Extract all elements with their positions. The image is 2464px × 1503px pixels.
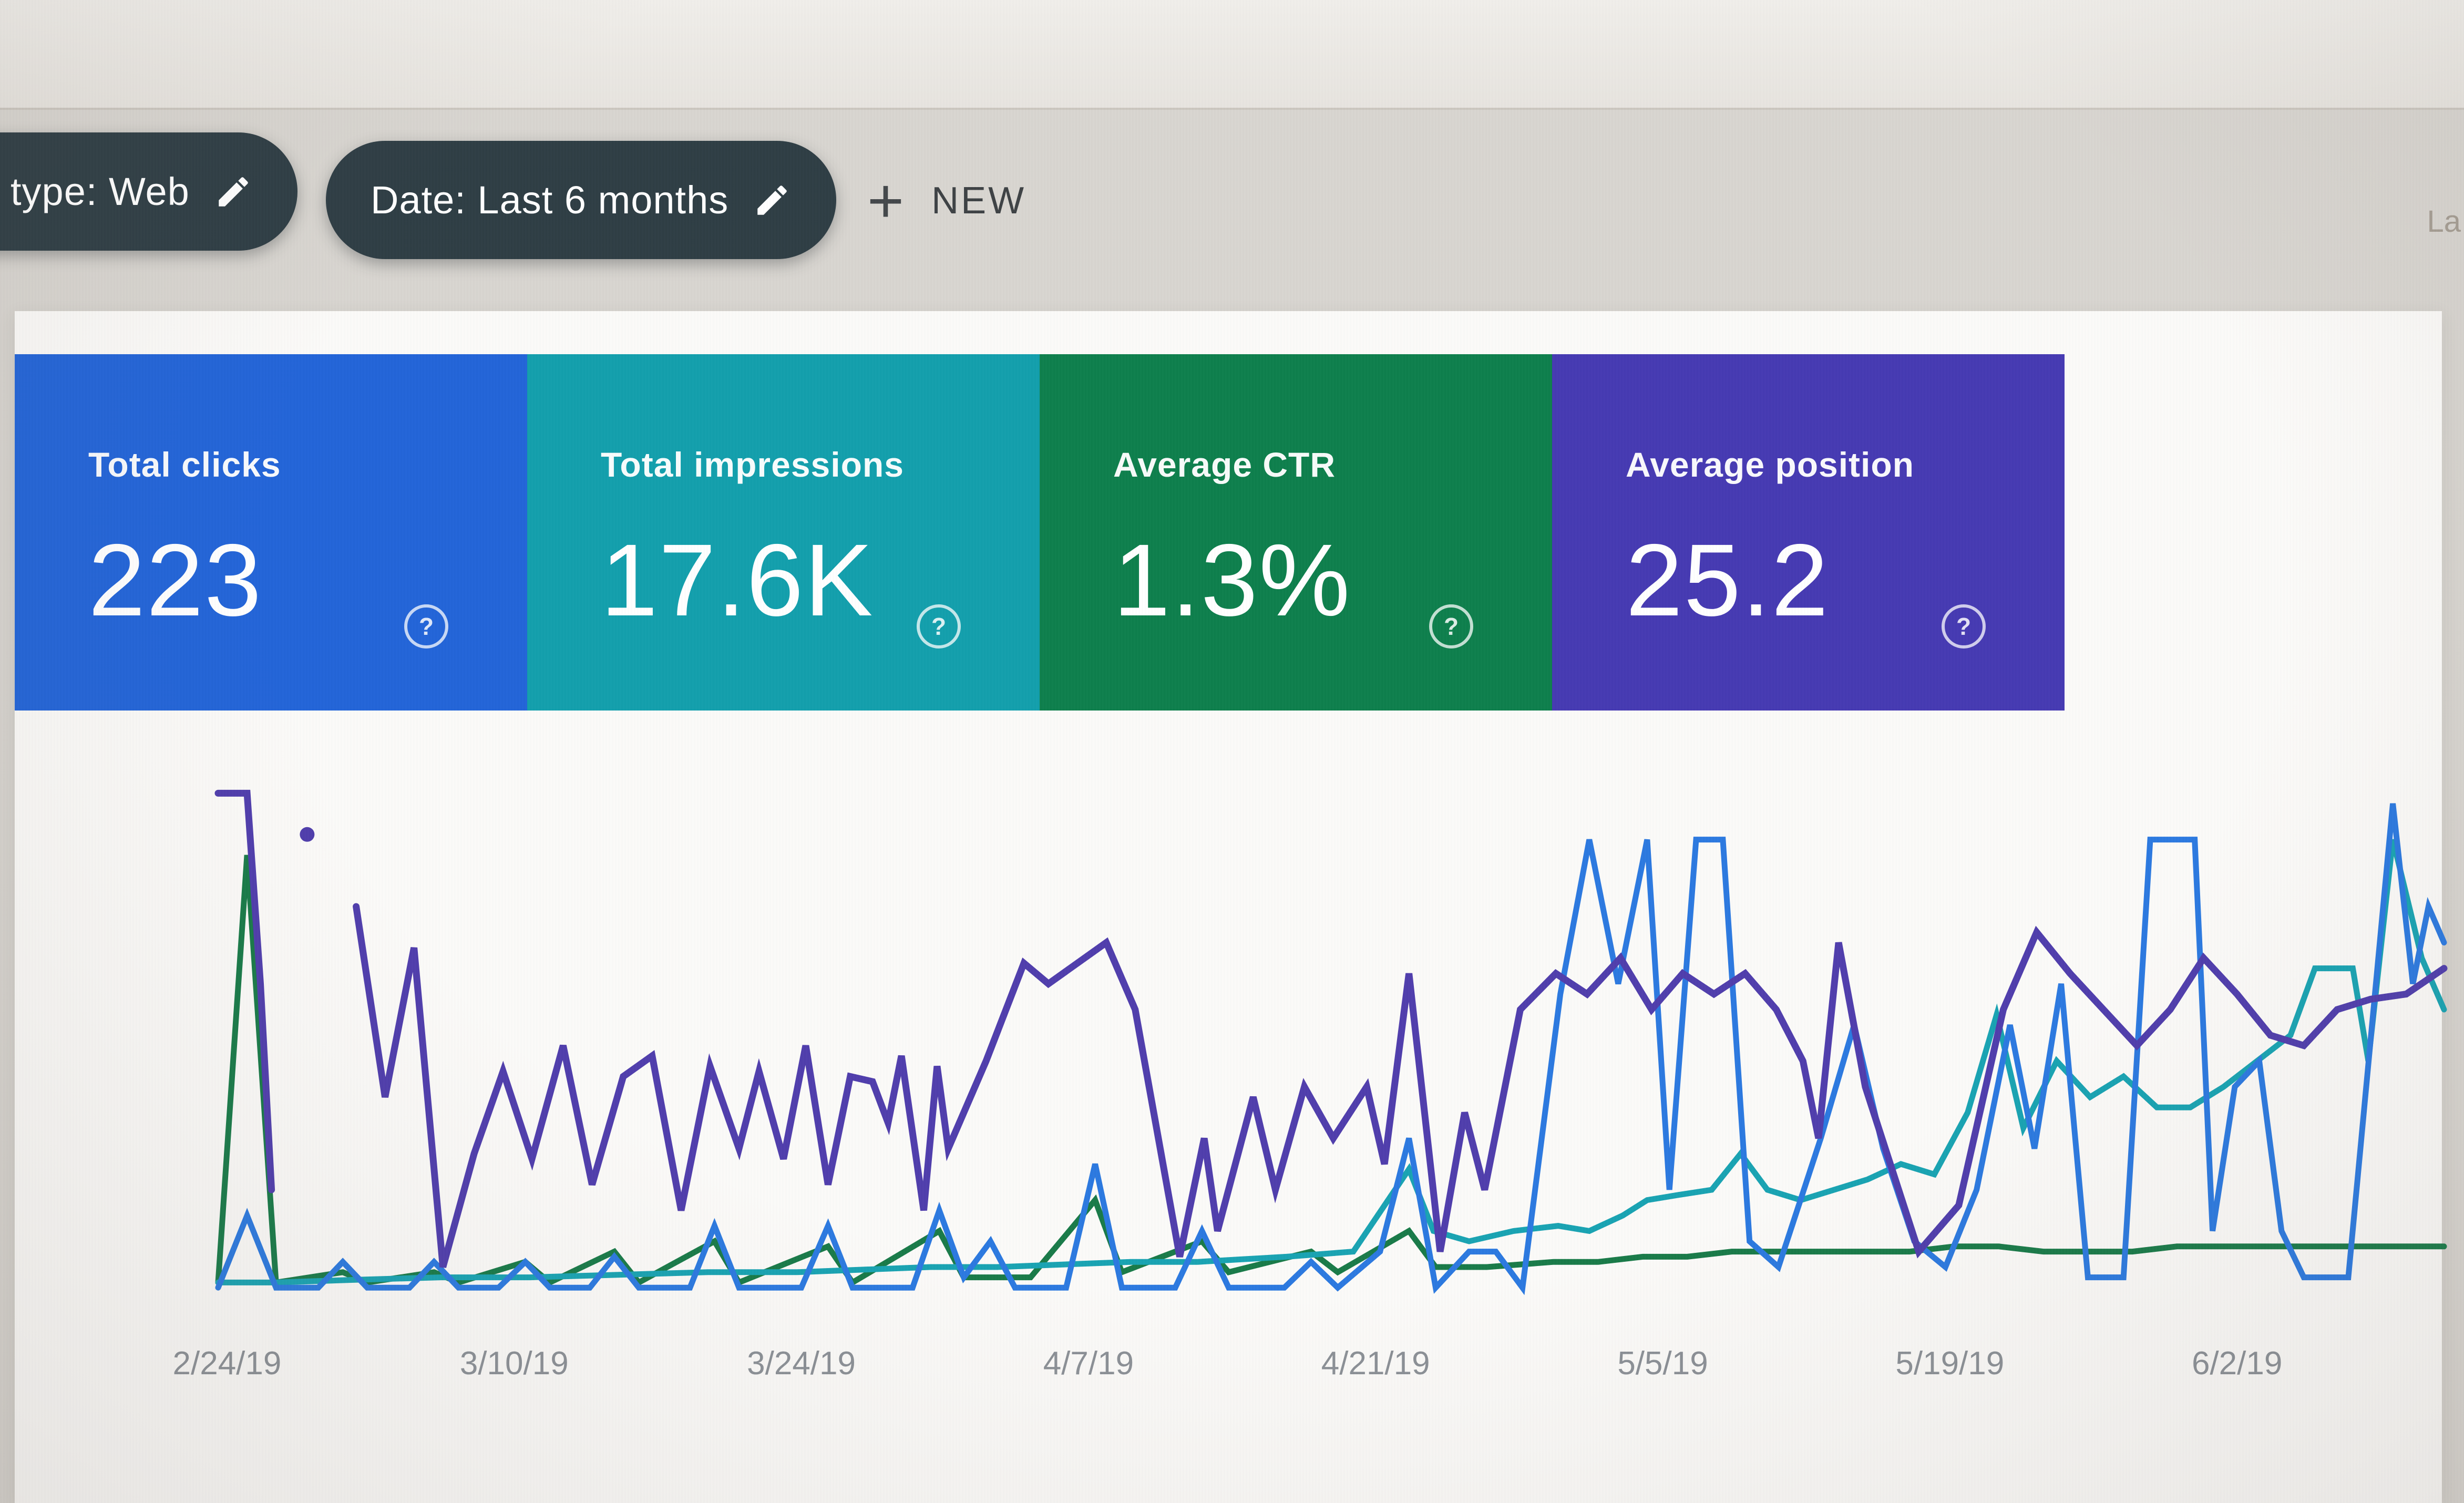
filter-chip-search-type[interactable]: type: Web — [0, 132, 297, 251]
new-filter-button[interactable]: + NEW — [867, 153, 1026, 248]
metric-card-label: Average CTR — [1113, 445, 1336, 484]
metric-card-total-clicks[interactable]: Total clicks 223? — [15, 354, 527, 711]
page-top-band — [0, 0, 2464, 110]
help-icon[interactable]: ? — [1429, 604, 1473, 648]
metric-card-value: 223 — [88, 523, 263, 637]
metric-card-average-ctr[interactable]: Average CTR 1.3%? — [1040, 354, 1552, 711]
edit-pencil-icon[interactable] — [753, 181, 792, 220]
plus-icon: + — [867, 166, 905, 236]
performance-panel: Total clicks 223? Total impressions 17.6K? A… — [15, 311, 2442, 1503]
metric-card-value: 1.3% — [1113, 523, 1351, 637]
help-icon[interactable]: ? — [917, 604, 961, 648]
edit-pencil-icon[interactable] — [214, 172, 253, 211]
metric-card-value: 25.2 — [1626, 523, 1830, 637]
help-icon[interactable]: ? — [1942, 604, 1986, 648]
metric-card-total-impressions[interactable]: Total impressions 17.6K? — [527, 354, 1040, 711]
metric-card-value: 17.6K — [601, 523, 874, 637]
new-filter-button-label: NEW — [931, 180, 1026, 222]
metric-cards-row: Total clicks 223? Total impressions 17.6K? A… — [15, 354, 2065, 711]
metric-card-label: Average position — [1626, 445, 1914, 484]
filter-chip-date-range-label: Date: Last 6 months — [371, 178, 729, 222]
metric-card-label: Total impressions — [601, 445, 904, 484]
metric-card-average-position[interactable]: Average position 25.2? — [1552, 354, 2065, 711]
help-icon[interactable]: ? — [404, 604, 448, 648]
filter-chip-search-type-label: type: Web — [11, 170, 190, 213]
metric-card-label: Total clicks — [88, 445, 281, 484]
filter-chip-date-range[interactable]: Date: Last 6 months — [326, 141, 837, 259]
cropped-last-updated-text: La — [2427, 204, 2461, 239]
